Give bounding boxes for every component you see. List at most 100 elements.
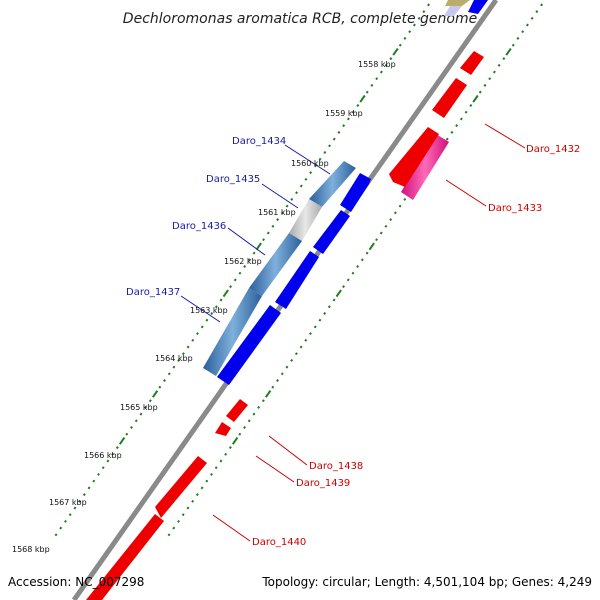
outer-tick-mark [214, 466, 218, 470]
outer-tick-mark [511, 43, 515, 47]
outer-tick-mark [375, 238, 379, 242]
inner-tick-mark [101, 466, 105, 470]
outer-tick-mark [280, 372, 284, 376]
inner-tick-mark [238, 271, 242, 275]
cds-arrow-daro-1439[interactable] [215, 422, 231, 436]
clipped-gene-tan [445, 0, 470, 6]
inner-tick-mark [299, 184, 303, 188]
inner-tick-mark [87, 486, 91, 490]
outer-tick-mark [525, 23, 529, 27]
gene-bar-daro-1433[interactable] [401, 134, 449, 200]
inner-tick-mark [148, 399, 152, 403]
gene-label-daro-1435[interactable]: Daro_1435 [206, 174, 260, 185]
clipped-gene-blue [468, 0, 488, 14]
outer-tick-mark [224, 452, 228, 456]
callout-line-daro-1432 [484, 123, 526, 149]
gene-label-daro-1434[interactable]: Daro_1434 [232, 136, 286, 147]
inner-tick-mark [266, 231, 270, 235]
inner-tick-mark [115, 446, 119, 450]
inner-tick-mark [247, 258, 251, 262]
inner-tick-mark [167, 372, 171, 376]
outer-tick-mark [351, 271, 355, 275]
outer-tick-mark [181, 513, 185, 517]
outer-tick-mark [252, 412, 256, 416]
tick-label: 1562 kbp [224, 257, 262, 266]
outer-tick-mark [521, 30, 525, 34]
outer-tick-mark [488, 77, 492, 81]
tick-label: 1568 kbp [12, 545, 50, 554]
outer-tick-mark [318, 318, 322, 322]
tick-label: 1566 kbp [84, 451, 122, 460]
cds-arrow-daro-1438[interactable] [226, 399, 248, 422]
inner-tick-mark [214, 305, 218, 309]
outer-tick-mark [299, 345, 303, 349]
gene-bar-daro-1435[interactable] [289, 199, 322, 241]
inner-tick-mark [68, 513, 72, 517]
gene-bar-daro-1436[interactable] [249, 233, 302, 296]
cds-arrow-daro-1436[interactable] [275, 251, 319, 309]
outer-tick-mark [540, 3, 544, 7]
gene-label-daro-1439[interactable]: Daro_1439 [296, 478, 350, 489]
gene-bar-daro-1437[interactable] [203, 288, 262, 376]
cds-arrow-daro-1432[interactable] [389, 127, 439, 187]
cds-arrow-upper-1[interactable] [460, 51, 484, 75]
inner-tick-mark [276, 218, 280, 222]
inner-tick-mark [118, 437, 126, 445]
outer-tick-mark [455, 124, 459, 128]
gene-label-daro-1436[interactable]: Daro_1436 [172, 221, 226, 232]
gene-bar-daro-1434[interactable] [309, 161, 356, 207]
inner-tick-mark [255, 242, 262, 251]
outer-tick-mark [304, 338, 308, 342]
callout-line-daro-1437 [180, 295, 221, 323]
outer-tick-mark [398, 204, 402, 208]
outer-tick-mark [346, 278, 350, 282]
inner-tick-mark [290, 197, 294, 201]
tick-label: 1565 kbp [120, 403, 158, 412]
cds-arrow-daro-1437[interactable] [217, 305, 281, 385]
inner-tick-mark [191, 338, 195, 342]
inner-tick-mark [356, 104, 360, 107]
gene-label-daro-1438[interactable]: Daro_1438 [309, 461, 363, 472]
inner-tick-mark [427, 3, 431, 7]
cds-arrow-daro-1440[interactable] [86, 514, 164, 600]
inner-tick-mark [186, 345, 190, 349]
outer-tick-mark [535, 10, 539, 14]
inner-tick-mark [365, 90, 369, 94]
inner-tick-mark [304, 177, 308, 181]
inner-tick-mark [64, 519, 67, 523]
outer-tick-mark [469, 104, 473, 107]
cds-arrow-daro-1435[interactable] [313, 210, 350, 254]
tick-label: 1561 kbp [258, 208, 296, 217]
callout-line-daro-1434 [284, 144, 331, 175]
outer-tick-mark [313, 325, 317, 329]
inner-tick-mark [139, 412, 143, 416]
cds-arrow-daro-1434[interactable] [340, 173, 371, 212]
inner-tick-mark [370, 83, 374, 87]
outer-tick-mark [335, 289, 342, 298]
outer-tick-mark [247, 419, 251, 423]
outer-tick-mark [356, 265, 360, 268]
outer-tick-mark [384, 224, 388, 228]
callout-line-daro-1440 [212, 514, 251, 542]
cds-arrow-daro-1440-upper[interactable] [155, 456, 207, 518]
outer-tick-mark [210, 472, 213, 476]
inner-tick-mark [200, 325, 204, 329]
inner-tick-mark [130, 426, 133, 429]
inner-tick-mark [163, 379, 166, 382]
inner-tick-mark [271, 224, 275, 228]
gene-label-daro-1432[interactable]: Daro_1432 [526, 144, 580, 155]
inner-tick-mark [134, 419, 138, 423]
gene-label-daro-1437[interactable]: Daro_1437 [126, 287, 180, 298]
inner-tick-mark [342, 124, 346, 128]
outer-tick-mark [403, 197, 407, 201]
gene-label-daro-1433[interactable]: Daro_1433 [488, 203, 542, 214]
inner-tick-mark [280, 211, 284, 215]
gene-label-daro-1440[interactable]: Daro_1440 [252, 537, 306, 548]
inner-tick-mark [219, 298, 223, 302]
cds-arrow-upper-2[interactable] [432, 78, 467, 118]
inner-tick-mark [318, 157, 322, 161]
outer-tick-mark [167, 533, 171, 537]
inner-tick-mark [181, 352, 185, 356]
outer-tick-mark [393, 211, 397, 215]
